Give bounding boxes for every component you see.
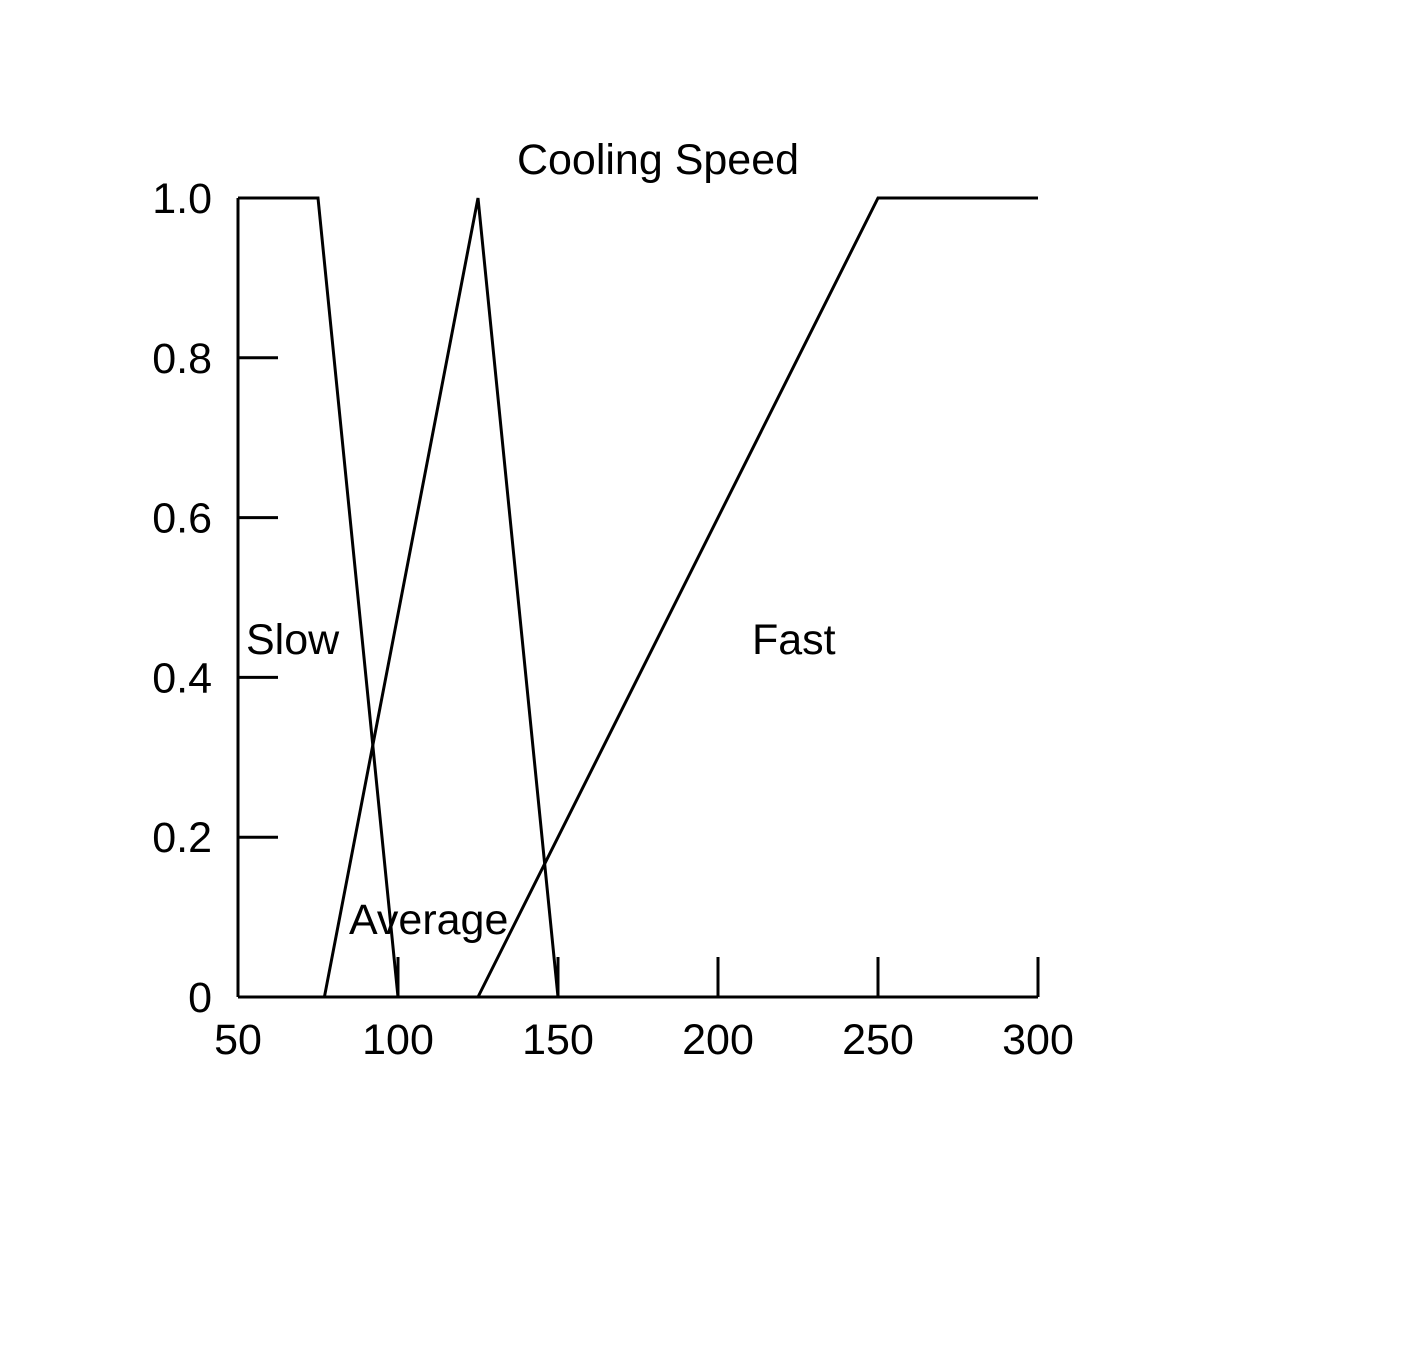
series-lines xyxy=(238,196,1038,998)
x-tick-label-150: 150 xyxy=(522,1016,594,1064)
axes: 50 100 150 200 250 300 0 0.2 0.4 0.6 0.8 1.0 xyxy=(152,175,1074,1064)
y-tick-label-0.8: 0.8 xyxy=(152,335,212,383)
series-label-slow: Slow xyxy=(246,616,340,664)
series-label-average: Average xyxy=(349,896,508,944)
y-tick-label-0: 0 xyxy=(188,974,212,1022)
chart-title: Cooling Speed xyxy=(517,136,799,184)
series-line-average xyxy=(322,197,560,998)
series-label-fast: Fast xyxy=(752,616,836,664)
series-line-fast xyxy=(476,196,1038,998)
x-tick-label-100: 100 xyxy=(362,1016,434,1064)
x-tick-label-250: 250 xyxy=(842,1016,914,1064)
y-tick-label-0.2: 0.2 xyxy=(152,814,212,862)
series-line-slow xyxy=(238,196,400,998)
x-tick-label-50: 50 xyxy=(214,1016,262,1064)
y-tick-label-0.4: 0.4 xyxy=(152,654,212,702)
y-tick-label-0.6: 0.6 xyxy=(152,495,212,543)
x-tick-label-200: 200 xyxy=(682,1016,754,1064)
x-tick-label-300: 300 xyxy=(1002,1016,1074,1064)
series-labels: Slow Average Fast xyxy=(246,616,836,944)
y-tick-label-1.0: 1.0 xyxy=(152,175,212,223)
